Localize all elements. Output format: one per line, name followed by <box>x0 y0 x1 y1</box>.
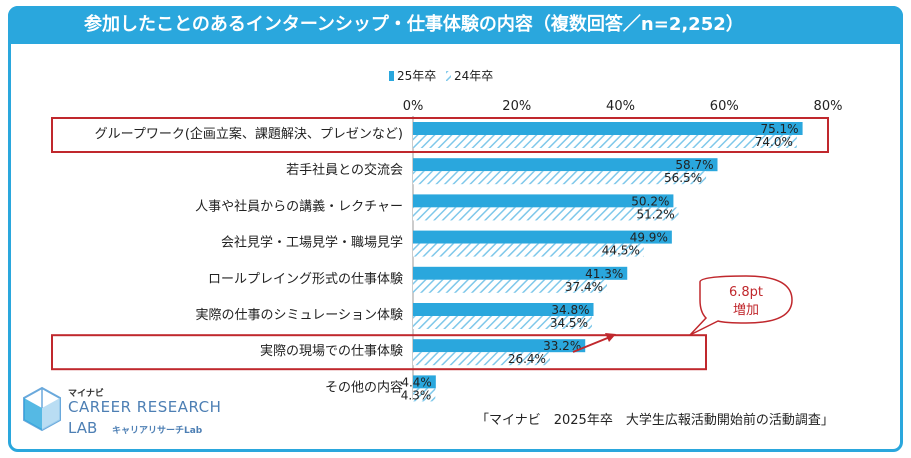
x-tick-label: 60% <box>710 99 739 114</box>
value-label-24: 74.0% <box>755 135 793 149</box>
logo-line2: LAB <box>68 419 98 437</box>
bar-25 <box>413 230 672 244</box>
bar-24 <box>413 171 707 185</box>
cube-logo-icon <box>23 386 61 432</box>
bar-25 <box>413 158 718 172</box>
bar-25 <box>413 375 436 389</box>
legend-label-25: 25年卒 <box>397 69 436 83</box>
callout-value: 6.8pt <box>729 285 763 300</box>
value-label-24: 26.4% <box>508 352 546 366</box>
increase-arrow <box>572 336 611 353</box>
x-tick-label: 80% <box>814 99 843 114</box>
value-label-25: 49.9% <box>630 231 668 245</box>
bar-24 <box>413 135 797 148</box>
bar-25 <box>413 194 674 208</box>
value-label-25: 58.7% <box>675 158 713 172</box>
value-label-24: 4.3% <box>401 388 432 402</box>
highlight-box <box>51 334 707 371</box>
category-label: 人事や社員からの講義・レクチャー <box>195 198 403 214</box>
bar-24 <box>413 352 550 366</box>
legend-label-24: 24年卒 <box>454 69 493 83</box>
category-label: 実際の現場での仕事体験 <box>260 343 403 359</box>
value-label-24: 34.5% <box>550 316 588 330</box>
bar-24 <box>413 243 644 257</box>
value-label-24: 37.4% <box>565 280 603 294</box>
callout-text: 増加 <box>733 303 759 318</box>
bar-25 <box>413 303 594 316</box>
legend-swatch-25 <box>389 71 394 81</box>
chart-title: 参加したことのあるインターンシップ・仕事体験の内容（複数回答／n=2,252） <box>8 6 903 44</box>
category-label: 実際の仕事のシミュレーション体験 <box>196 307 403 323</box>
bar-25 <box>413 266 628 280</box>
bar-24 <box>413 207 679 221</box>
bar-24 <box>413 388 436 402</box>
callout-bubble <box>689 275 793 336</box>
value-label-25: 75.1% <box>760 122 798 136</box>
logo-line1: CAREER RESEARCH <box>68 398 222 416</box>
bar-24 <box>413 316 592 329</box>
source-note: 「マイナビ 2025年卒 大学生広報活動開始前の活動調査」 <box>476 413 834 428</box>
chart-frame <box>8 6 903 452</box>
value-label-25: 50.2% <box>631 194 669 208</box>
value-label-25: 41.3% <box>585 267 623 281</box>
category-label: ロールプレイング形式の仕事体験 <box>208 272 403 287</box>
bar-24 <box>413 279 608 293</box>
logo-small-text: マイナビ <box>68 389 104 399</box>
category-label: 会社見学・工場見学・職場見学 <box>221 235 403 251</box>
category-label: グループワーク(企画立案、課題解決、プレゼンなど) <box>95 126 403 142</box>
value-label-24: 56.5% <box>664 171 702 185</box>
x-tick-label: 40% <box>606 99 635 114</box>
value-label-25: 34.8% <box>551 303 589 317</box>
highlight-box <box>51 117 829 153</box>
x-tick-label: 20% <box>502 99 531 114</box>
bar-25 <box>413 122 803 135</box>
category-label: 若手社員との交流会 <box>286 162 403 178</box>
bar-25 <box>413 339 586 353</box>
logo-line3: キャリアリサーチLab <box>112 426 203 436</box>
value-label-25: 4.4% <box>401 375 432 389</box>
x-tick-label: 0% <box>403 99 424 114</box>
category-label: その他の内容 <box>325 379 403 395</box>
legend-swatch-24 <box>446 71 451 81</box>
value-label-24: 51.2% <box>636 207 674 221</box>
career-research-lab-logo: マイナビ CAREER RESEARCH LAB キャリアリサーチLab <box>20 382 230 452</box>
value-label-25: 33.2% <box>543 339 581 353</box>
increase-arrow-head <box>605 333 616 342</box>
value-label-24: 44.5% <box>602 244 640 258</box>
